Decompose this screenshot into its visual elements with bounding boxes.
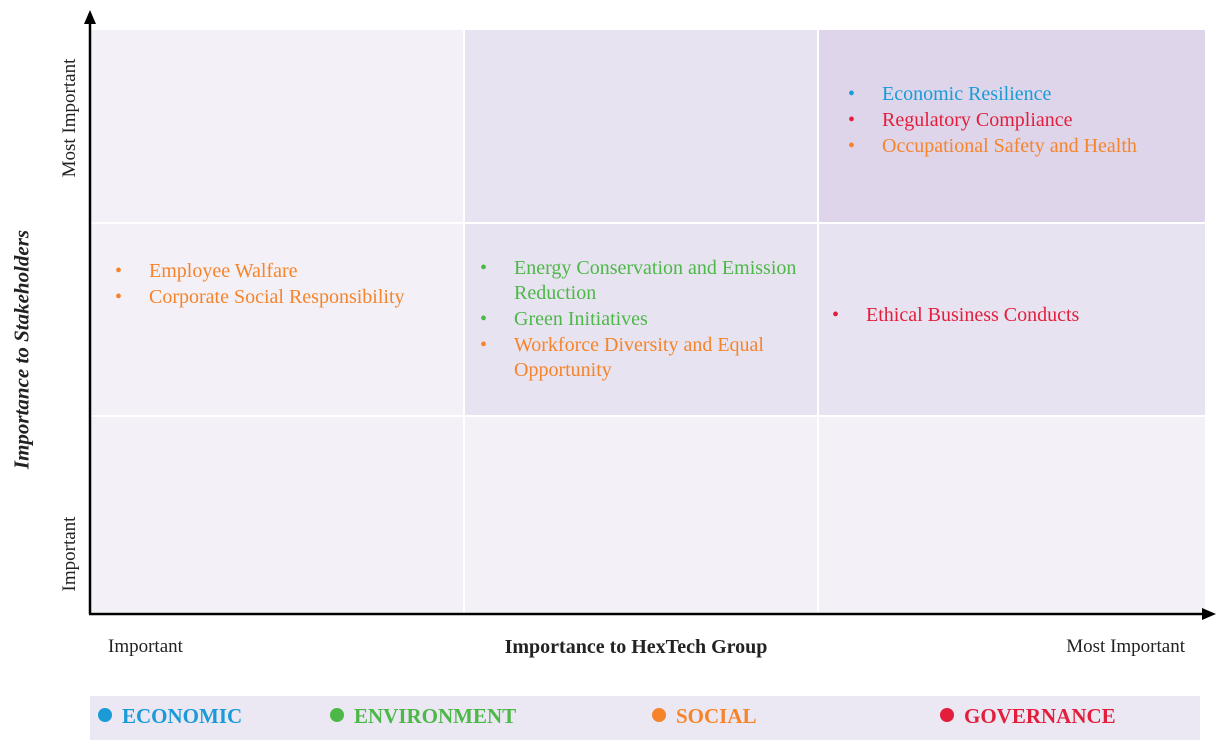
item-text: Energy Conservation and Emission Reducti… — [514, 257, 797, 304]
item: • Energy Conservation and Emission Reduct… — [480, 256, 800, 306]
y-low-label: Important — [59, 516, 80, 592]
item-text: Workforce Diversity and Equal Opportunit… — [514, 334, 764, 381]
item-text: Corporate Social Responsibility — [149, 286, 405, 308]
legend-dot — [940, 708, 954, 722]
item-text: Green Initiatives — [514, 308, 648, 330]
item-text: Regulatory Compliance — [882, 109, 1073, 131]
item: • Economic Resilience — [848, 82, 1158, 107]
y-high-label: Most Important — [59, 58, 80, 178]
cell: • Ethical Business Conducts — [832, 303, 1172, 329]
cell-bg — [90, 30, 463, 222]
item: • Workforce Diversity and Equal Opportuni… — [480, 333, 800, 383]
item-text: Occupational Safety and Health — [882, 135, 1137, 157]
cell: • Energy Conservation and Emission Reduct… — [480, 256, 800, 384]
bullet: • — [480, 334, 488, 356]
cell-bg — [90, 417, 463, 612]
item: • Employee Walfare — [115, 259, 415, 284]
cell-bg — [819, 224, 1205, 415]
cell-bg — [465, 417, 817, 612]
legend: ECONOMIC ENVIRONMENT SOCIAL GOVERNANCE — [90, 696, 1200, 740]
legend-text: GOVERNANCE — [964, 704, 1116, 728]
cell: • Employee Walfare • Corporate Social Respo… — [115, 259, 415, 311]
item: • Ethical Business Conducts — [832, 303, 1172, 328]
legend-text: ECONOMIC — [122, 704, 243, 728]
legend-dot — [330, 708, 344, 722]
cell-bg — [465, 224, 817, 415]
bullet: • — [848, 135, 856, 157]
x-low-label: Important — [108, 636, 183, 657]
bullet: • — [480, 308, 488, 330]
legend-text: ENVIRONMENT — [354, 704, 517, 728]
bullet: • — [115, 286, 123, 308]
legend-item: ECONOMIC — [98, 704, 242, 729]
item: • Regulatory Compliance — [848, 108, 1158, 133]
item: • Green Initiatives — [480, 307, 800, 332]
bullet: • — [832, 304, 840, 326]
item: • Occupational Safety and Health — [848, 134, 1158, 159]
y-arrow — [84, 10, 96, 24]
bullet: • — [848, 109, 856, 131]
item-text: Employee Walfare — [149, 260, 298, 282]
cell-bg — [819, 417, 1205, 612]
legend-item: ENVIRONMENT — [330, 704, 516, 729]
bullet: • — [848, 83, 856, 105]
x-high-label: Most Important — [1066, 636, 1185, 657]
item: • Corporate Social Responsibility — [115, 285, 415, 310]
cell-bg — [90, 224, 463, 415]
x-axis-title: Importance to HexTech Group — [504, 636, 768, 658]
legend-dot — [98, 708, 112, 722]
item-text: Economic Resilience — [882, 83, 1052, 105]
cell-bg — [819, 30, 1205, 222]
legend-item: SOCIAL — [652, 704, 757, 729]
bullet: • — [480, 257, 488, 279]
item-text: Ethical Business Conducts — [866, 304, 1080, 326]
y-axis-title: Importance to Stakeholders — [9, 229, 34, 470]
legend-item: GOVERNANCE — [940, 704, 1116, 729]
x-arrow — [1202, 608, 1216, 620]
cell-bg — [465, 30, 817, 222]
legend-text: SOCIAL — [676, 704, 757, 728]
legend-dot — [652, 708, 666, 722]
bullet: • — [115, 260, 123, 282]
cell: • Economic Resilience • Regulatory Complian… — [848, 82, 1158, 160]
